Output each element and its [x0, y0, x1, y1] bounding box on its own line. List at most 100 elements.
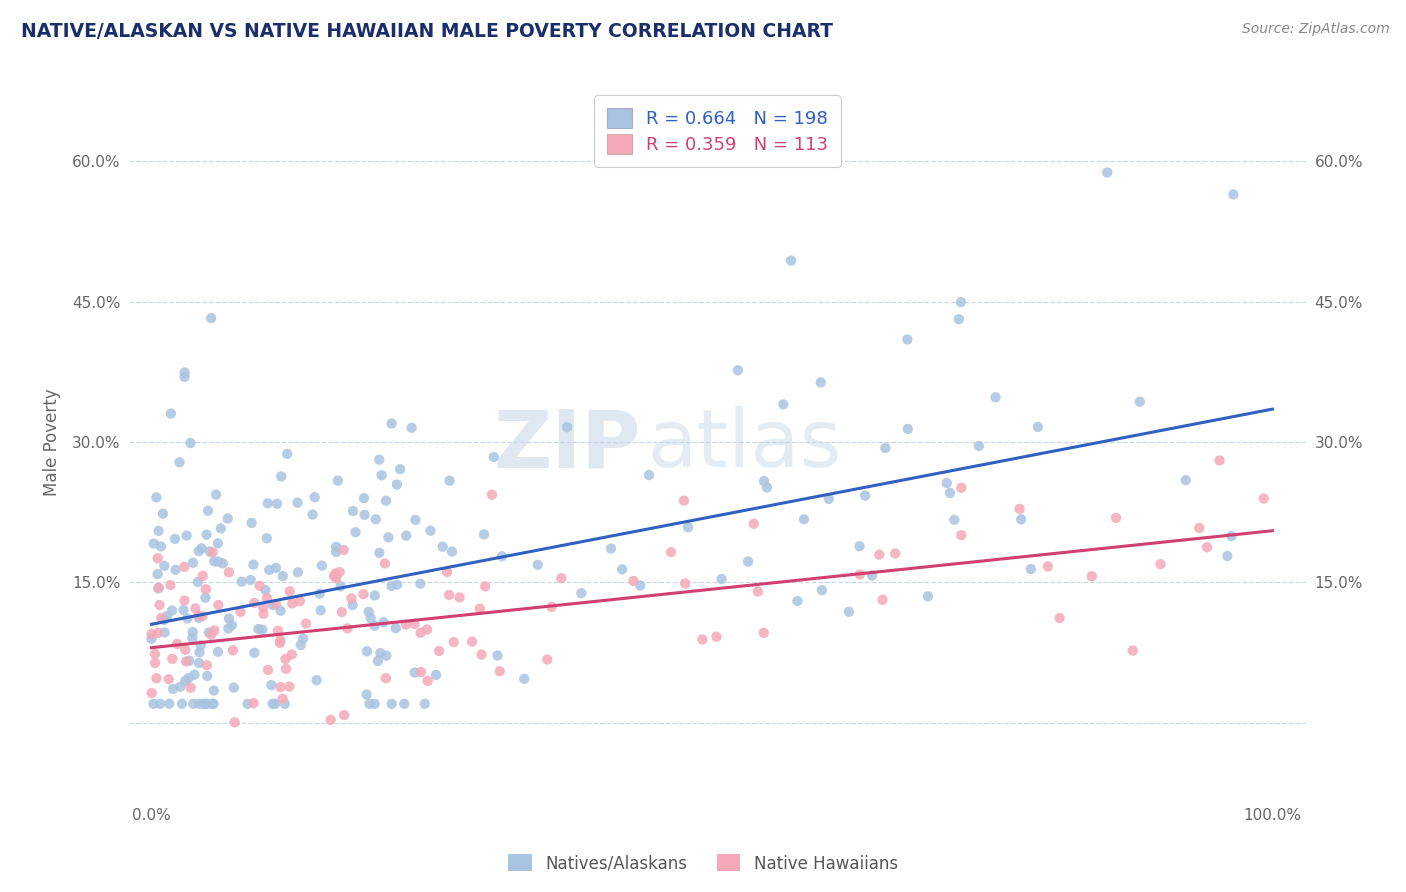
Point: [269, 636, 291, 650]
Point: [818, 491, 841, 506]
Point: [404, 665, 426, 680]
Point: [385, 477, 408, 491]
Point: [513, 672, 536, 686]
Point: [437, 588, 460, 602]
Point: [1129, 394, 1152, 409]
Point: [375, 493, 398, 508]
Point: [308, 587, 330, 601]
Point: [252, 623, 274, 637]
Point: [162, 652, 184, 666]
Point: [149, 598, 172, 612]
Point: [1174, 473, 1197, 487]
Point: [628, 578, 651, 592]
Point: [179, 654, 201, 668]
Point: [262, 598, 284, 612]
Point: [949, 295, 972, 310]
Point: [368, 452, 391, 467]
Point: [169, 455, 191, 469]
Point: [252, 599, 274, 614]
Point: [325, 545, 347, 559]
Point: [1216, 549, 1239, 563]
Point: [148, 582, 170, 596]
Point: [180, 681, 202, 695]
Point: [173, 366, 195, 380]
Point: [950, 528, 973, 542]
Point: [375, 648, 398, 663]
Point: [176, 528, 198, 542]
Point: [409, 665, 432, 679]
Point: [209, 521, 232, 535]
Point: [278, 584, 301, 599]
Point: [752, 625, 775, 640]
Point: [311, 558, 333, 573]
Point: [1081, 569, 1104, 583]
Point: [875, 441, 897, 455]
Point: [148, 524, 170, 538]
Point: [191, 569, 214, 583]
Point: [165, 563, 187, 577]
Point: [264, 561, 287, 575]
Point: [174, 642, 197, 657]
Point: [236, 697, 259, 711]
Point: [326, 474, 349, 488]
Point: [181, 625, 204, 640]
Point: [270, 604, 292, 618]
Point: [319, 713, 342, 727]
Point: [201, 697, 224, 711]
Point: [239, 573, 262, 587]
Point: [287, 566, 309, 580]
Point: [242, 558, 264, 572]
Point: [243, 646, 266, 660]
Point: [329, 565, 352, 579]
Point: [218, 611, 240, 625]
Point: [380, 579, 402, 593]
Point: [224, 715, 246, 730]
Point: [364, 512, 387, 526]
Point: [288, 594, 311, 608]
Point: [264, 597, 287, 611]
Point: [269, 680, 291, 694]
Point: [150, 611, 173, 625]
Point: [256, 591, 278, 605]
Point: [153, 625, 176, 640]
Point: [200, 311, 222, 326]
Point: [416, 673, 439, 688]
Point: [917, 590, 939, 604]
Point: [401, 421, 423, 435]
Point: [259, 563, 281, 577]
Point: [356, 688, 378, 702]
Point: [374, 671, 396, 685]
Point: [1253, 491, 1275, 506]
Point: [159, 578, 181, 592]
Point: [1208, 453, 1230, 467]
Point: [468, 601, 491, 615]
Point: [950, 481, 973, 495]
Legend: Natives/Alaskans, Native Hawaiians: Natives/Alaskans, Native Hawaiians: [502, 847, 904, 880]
Point: [481, 488, 503, 502]
Point: [276, 447, 298, 461]
Point: [1222, 187, 1244, 202]
Point: [1049, 611, 1071, 625]
Point: [266, 497, 288, 511]
Point: [853, 489, 876, 503]
Point: [673, 576, 696, 591]
Point: [169, 680, 191, 694]
Point: [269, 633, 291, 648]
Point: [353, 508, 375, 522]
Text: atlas: atlas: [647, 407, 841, 484]
Point: [436, 565, 458, 579]
Point: [309, 603, 332, 617]
Point: [204, 624, 226, 638]
Point: [742, 516, 765, 531]
Point: [195, 527, 218, 541]
Point: [173, 370, 195, 384]
Point: [163, 532, 186, 546]
Point: [187, 544, 209, 558]
Point: [377, 530, 399, 544]
Point: [142, 697, 165, 711]
Point: [143, 656, 166, 670]
Point: [441, 544, 464, 558]
Point: [193, 697, 215, 711]
Point: [381, 697, 404, 711]
Point: [336, 621, 359, 635]
